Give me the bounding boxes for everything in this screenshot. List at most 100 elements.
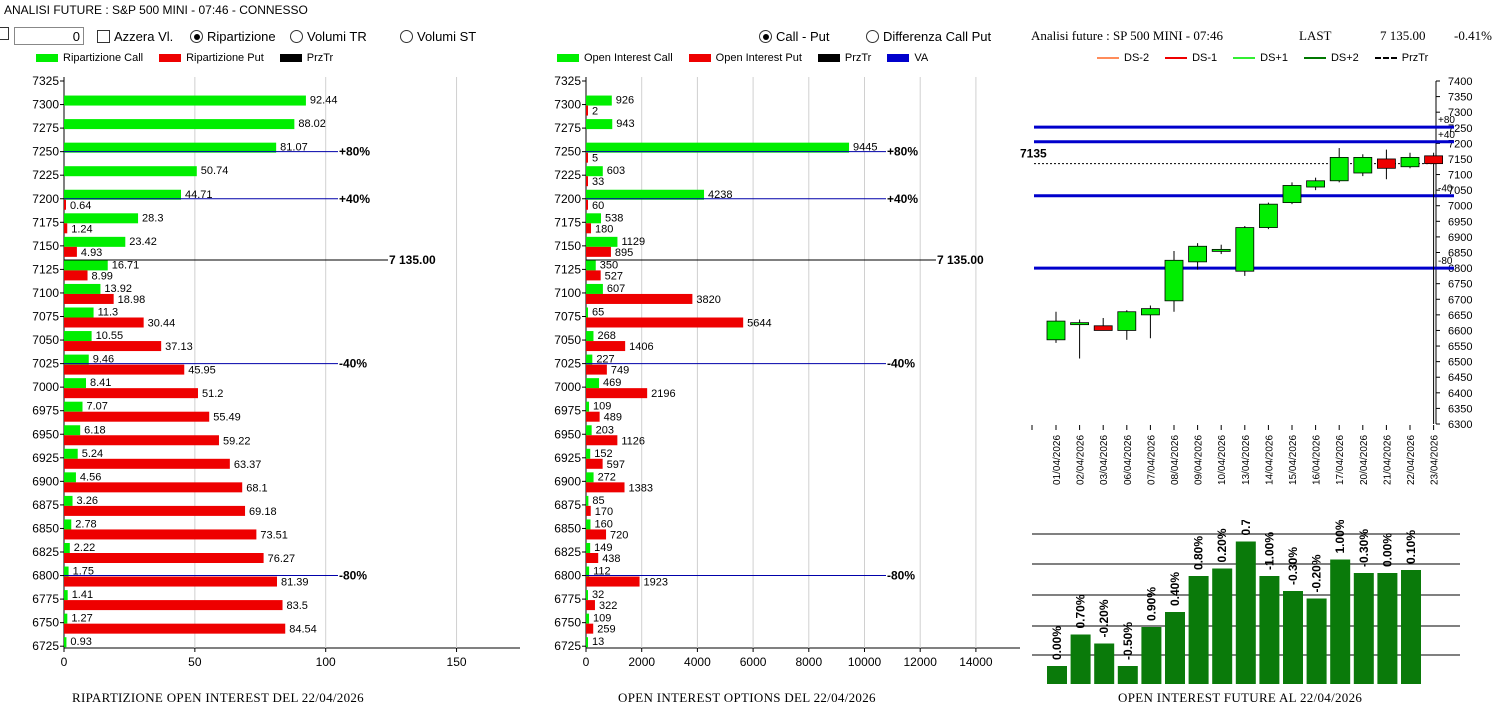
put-value-label: 59.22: [223, 435, 251, 447]
call-bar: [586, 354, 593, 365]
oi-bar: [1259, 576, 1280, 684]
oi-bar: [1306, 598, 1327, 684]
call-value-label: 109: [593, 401, 611, 413]
put-bar: [586, 293, 693, 304]
call-value-label: 88.02: [298, 118, 326, 130]
put-bar: [64, 529, 257, 540]
legend-item: Ripartizione Put: [159, 52, 264, 64]
put-value-label: 73.51: [260, 529, 288, 541]
x-tick-label: 2000: [628, 655, 655, 669]
candle-body: [1141, 308, 1160, 316]
call-value-label: 538: [605, 212, 623, 224]
oi-bar: [1235, 541, 1256, 684]
y-tick-label: 6800: [32, 569, 59, 583]
y-tick-label: 7400: [1448, 76, 1472, 88]
put-value-label: 527: [605, 270, 623, 282]
y-tick-label: 7100: [1448, 170, 1472, 182]
y-tick-label: 6950: [1448, 216, 1472, 228]
candle-body: [1188, 245, 1208, 263]
legend-item: DS+1: [1233, 52, 1288, 64]
put-value-label: 84.54: [289, 624, 317, 636]
y-tick-label: 7050: [1448, 185, 1472, 197]
azzera-checkbox[interactable]: Azzera Vl.: [97, 29, 173, 44]
call-value-label: 112: [593, 566, 611, 578]
call-bar: [586, 378, 600, 389]
candle-body: [1353, 156, 1373, 174]
call-bar: [64, 189, 182, 200]
oi-bar-label: -0.30%: [1357, 529, 1371, 567]
azzera-label: Azzera Vl.: [114, 29, 174, 44]
call-bar: [586, 590, 588, 601]
y-tick-label: 6875: [32, 498, 59, 512]
call-put-label: Call - Put: [776, 29, 830, 44]
value-input[interactable]: 0: [14, 27, 84, 45]
call-value-label: 149: [594, 542, 612, 554]
put-value-label: 81.39: [281, 577, 309, 589]
put-value-label: 68.1: [246, 482, 267, 494]
call-bar: [586, 331, 594, 342]
y-tick-label: 7075: [32, 310, 59, 324]
radio-icon: [400, 30, 413, 43]
x-tick-label: 0: [61, 655, 68, 669]
call-bar: [64, 213, 139, 224]
checkbox-icon: [97, 30, 110, 43]
y-tick-label: 6900: [554, 474, 581, 488]
candle-body: [1211, 248, 1231, 252]
legend-item: VA: [887, 52, 928, 64]
y-tick-label: 6500: [1448, 357, 1472, 369]
call-value-label: 9.46: [93, 354, 114, 366]
differenza-radio[interactable]: Differenza Call Put: [866, 29, 991, 44]
put-bar: [586, 152, 588, 163]
reference-label: +80%: [339, 145, 370, 159]
x-tick-label: 100: [316, 655, 336, 669]
put-bar: [586, 270, 601, 281]
call-value-label: 8.41: [90, 377, 111, 389]
y-tick-label: 6850: [32, 521, 59, 535]
last-value: 7 135.00: [1380, 28, 1426, 43]
y-tick-label: 6725: [32, 639, 59, 653]
call-value-label: 203: [596, 424, 614, 436]
volumi-tr-radio[interactable]: Volumi TR: [290, 29, 367, 44]
put-bar: [586, 623, 594, 634]
oi-bar: [1353, 573, 1374, 684]
put-bar: [586, 105, 588, 116]
ripartizione-radio[interactable]: Ripartizione: [190, 29, 276, 44]
color-checkbox[interactable]: [0, 27, 9, 40]
y-tick-label: 6850: [554, 521, 581, 535]
call-bar: [586, 213, 601, 224]
put-bar: [586, 388, 648, 399]
oi-bar-label: 0.90%: [1144, 587, 1158, 621]
put-bar: [64, 341, 162, 352]
reference-label: +40%: [887, 192, 918, 206]
call-bar: [586, 307, 588, 318]
put-bar: [64, 270, 88, 281]
y-tick-label: 7300: [1448, 107, 1472, 119]
y-tick-label: 6800: [1448, 263, 1472, 275]
oi-bar-label: 0.00%: [1380, 533, 1394, 567]
y-tick-label: 7275: [554, 121, 581, 135]
y-tick-label: 6450: [1448, 372, 1472, 384]
y-tick-label: 7025: [554, 357, 581, 371]
y-tick-label: 6975: [554, 404, 581, 418]
oi-bar-label: -0.30%: [1286, 547, 1300, 585]
put-value-label: 180: [595, 223, 613, 235]
put-value-label: 170: [595, 506, 613, 518]
volumi-tr-label: Volumi TR: [307, 29, 367, 44]
y-tick-label: 7150: [554, 239, 581, 253]
y-tick-label: 7300: [32, 98, 59, 112]
y-tick-label: 6875: [554, 498, 581, 512]
y-tick-label: 6950: [32, 427, 59, 441]
candle-body: [1070, 322, 1089, 326]
call-value-label: 603: [607, 165, 625, 177]
y-tick-label: 6400: [1448, 388, 1472, 400]
oi-bar: [1047, 666, 1067, 684]
x-tick-label: 20/04/2026: [1359, 435, 1370, 485]
legend-item: PrzTr: [279, 52, 333, 64]
put-bar: [586, 411, 600, 422]
put-bar: [586, 435, 618, 446]
call-put-radio[interactable]: Call - Put: [759, 29, 829, 44]
x-tick-label: 01/04/2026: [1052, 435, 1063, 485]
volumi-st-radio[interactable]: Volumi ST: [400, 29, 476, 44]
ripartizione-label: Ripartizione: [207, 29, 276, 44]
legend-item: DS+2: [1303, 52, 1359, 64]
